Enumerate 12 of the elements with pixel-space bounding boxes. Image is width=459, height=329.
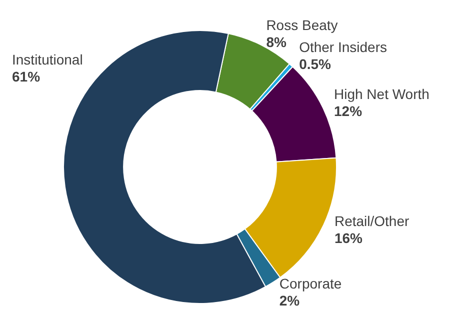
- slice-label: Institutional: [12, 52, 83, 68]
- data-label: 0.5%: [299, 56, 332, 72]
- data-label: 16%: [334, 230, 364, 246]
- data-label: 2%: [279, 292, 300, 308]
- slice-label: Other Insiders: [299, 39, 388, 56]
- slice-label: High Net Worth: [334, 86, 430, 102]
- data-label: 61%: [12, 68, 41, 85]
- slice-label: Ross Beaty: [266, 16, 338, 33]
- slice-label: Retail/Other: [334, 212, 410, 229]
- data-label: 8%: [266, 34, 287, 50]
- slice-label: Corporate: [279, 275, 342, 292]
- data-label: 12%: [334, 102, 363, 119]
